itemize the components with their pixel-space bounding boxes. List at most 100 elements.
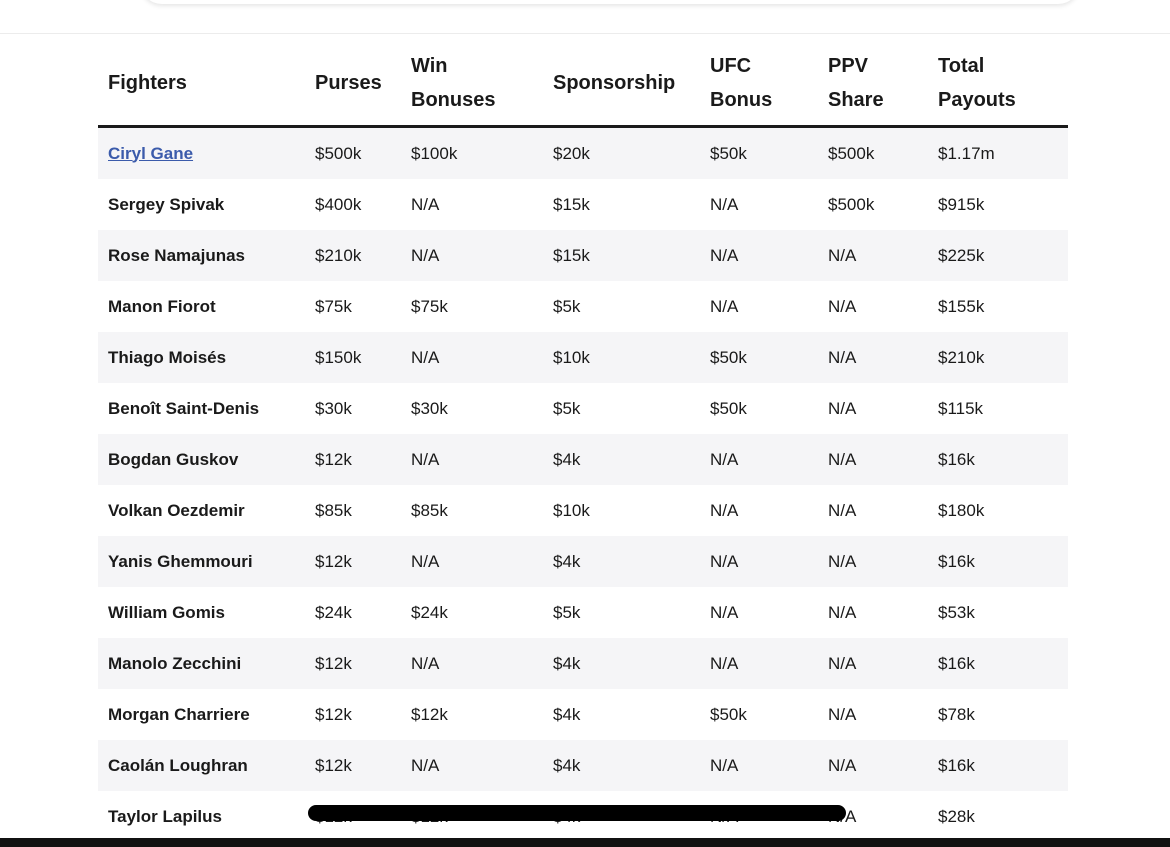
cell-sponsorship: $5k bbox=[543, 281, 700, 332]
cell-win-bonus: $85k bbox=[401, 485, 543, 536]
table-row: Thiago Moisés $150k N/A $10k $50k N/A $210k bbox=[98, 332, 1068, 383]
cell-ufc-bonus: N/A bbox=[700, 740, 818, 791]
cell-fighter: Manon Fiorot bbox=[98, 281, 305, 332]
cell-ppv-share: N/A bbox=[818, 332, 928, 383]
cell-ppv-share: N/A bbox=[818, 740, 928, 791]
header-purses: Purses bbox=[305, 40, 401, 128]
cell-win-bonus: $12k bbox=[401, 689, 543, 740]
cell-sponsorship: $10k bbox=[543, 485, 700, 536]
header-ppv-share-line2: Share bbox=[828, 88, 884, 111]
cell-purse: $24k bbox=[305, 587, 401, 638]
header-ppv-share-line1: PPV bbox=[828, 54, 869, 77]
cell-total-payout: $53k bbox=[928, 587, 1068, 638]
cell-total-payout: $1.17m bbox=[928, 126, 1068, 179]
cell-sponsorship: $10k bbox=[543, 332, 700, 383]
fighter-link[interactable]: Ciryl Gane bbox=[108, 143, 194, 163]
cell-ufc-bonus: N/A bbox=[700, 230, 818, 281]
header-win-bonuses-line1: Win bbox=[411, 54, 448, 77]
cell-win-bonus: $30k bbox=[401, 383, 543, 434]
cell-sponsorship: $4k bbox=[543, 638, 700, 689]
table-row: Sergey Spivak $400k N/A $15k N/A $500k $915k bbox=[98, 179, 1068, 230]
table-row: Volkan Oezdemir $85k $85k $10k N/A N/A $180k bbox=[98, 485, 1068, 536]
cell-purse: $12k bbox=[305, 740, 401, 791]
cell-fighter: Thiago Moisés bbox=[98, 332, 305, 383]
cell-total-payout: $115k bbox=[928, 383, 1068, 434]
table-row: Bogdan Guskov $12k N/A $4k N/A N/A $16k bbox=[98, 434, 1068, 485]
cell-total-payout: $16k bbox=[928, 434, 1068, 485]
table-row: Caolán Loughran $12k N/A $4k N/A N/A $16k bbox=[98, 740, 1068, 791]
table-row: Benoît Saint-Denis $30k $30k $5k $50k N/A $115… bbox=[98, 383, 1068, 434]
cell-win-bonus: $75k bbox=[401, 281, 543, 332]
table-row: Morgan Charriere $12k $12k $4k $50k N/A $78k bbox=[98, 689, 1068, 740]
cell-purse: $85k bbox=[305, 485, 401, 536]
table-row: Yanis Ghemmouri $12k N/A $4k N/A N/A $16k bbox=[98, 536, 1068, 587]
table-row: Rose Namajunas $210k N/A $15k N/A N/A $225k bbox=[98, 230, 1068, 281]
cell-ppv-share: $500k bbox=[818, 126, 928, 179]
redaction-mark bbox=[308, 805, 846, 821]
cell-sponsorship: $4k bbox=[543, 689, 700, 740]
header-ppv-share: PPV Share bbox=[818, 40, 928, 128]
cell-total-payout: $28k bbox=[928, 791, 1068, 842]
header-win-bonuses-line2: Bonuses bbox=[411, 88, 496, 111]
cell-win-bonus: N/A bbox=[401, 230, 543, 281]
search-bar-edge[interactable] bbox=[140, 0, 1080, 4]
table-row: Manolo Zecchini $12k N/A $4k N/A N/A $16k bbox=[98, 638, 1068, 689]
cell-purse: $500k bbox=[305, 126, 401, 179]
cell-fighter: Yanis Ghemmouri bbox=[98, 536, 305, 587]
cell-fighter: Sergey Spivak bbox=[98, 179, 305, 230]
cell-fighter: Caolán Loughran bbox=[98, 740, 305, 791]
table-row: William Gomis $24k $24k $5k N/A N/A $53k bbox=[98, 587, 1068, 638]
cell-purse: $12k bbox=[305, 536, 401, 587]
cell-total-payout: $210k bbox=[928, 332, 1068, 383]
table-row: Manon Fiorot $75k $75k $5k N/A N/A $155k bbox=[98, 281, 1068, 332]
cell-total-payout: $16k bbox=[928, 638, 1068, 689]
cell-ufc-bonus: $50k bbox=[700, 689, 818, 740]
cell-total-payout: $16k bbox=[928, 740, 1068, 791]
cell-sponsorship: $15k bbox=[543, 230, 700, 281]
cell-ppv-share: N/A bbox=[818, 281, 928, 332]
header-sponsorship-label: Sponsorship bbox=[553, 71, 676, 94]
cell-ufc-bonus: $50k bbox=[700, 332, 818, 383]
header-fighters-label: Fighters bbox=[108, 71, 187, 94]
cell-sponsorship: $15k bbox=[543, 179, 700, 230]
cell-win-bonus: N/A bbox=[401, 332, 543, 383]
cell-sponsorship: $5k bbox=[543, 587, 700, 638]
cell-sponsorship: $4k bbox=[543, 434, 700, 485]
table-body: Ciryl Gane $500k $100k $20k $50k $500k $1.17m S… bbox=[98, 126, 1068, 842]
cell-sponsorship: $4k bbox=[543, 536, 700, 587]
cell-ufc-bonus: N/A bbox=[700, 179, 818, 230]
header-ufc-bonus: UFC Bonus bbox=[700, 40, 818, 128]
cell-ppv-share: $500k bbox=[818, 179, 928, 230]
cell-ppv-share: N/A bbox=[818, 587, 928, 638]
fighter-payouts-table-container: Fighters Purses Win Bonuses Sponsorship U… bbox=[98, 40, 1068, 842]
cell-purse: $400k bbox=[305, 179, 401, 230]
table-header-row: Fighters Purses Win Bonuses Sponsorship U… bbox=[98, 40, 1068, 128]
cell-ppv-share: N/A bbox=[818, 434, 928, 485]
header-total-payouts-line2: Payouts bbox=[938, 88, 1016, 111]
cell-win-bonus: N/A bbox=[401, 536, 543, 587]
cell-total-payout: $180k bbox=[928, 485, 1068, 536]
cell-fighter: Ciryl Gane bbox=[98, 126, 305, 179]
cell-fighter: William Gomis bbox=[98, 587, 305, 638]
cell-purse: $150k bbox=[305, 332, 401, 383]
cell-ppv-share: N/A bbox=[818, 536, 928, 587]
divider bbox=[0, 33, 1170, 34]
cell-purse: $12k bbox=[305, 638, 401, 689]
cell-ufc-bonus: $50k bbox=[700, 383, 818, 434]
cell-fighter: Benoît Saint-Denis bbox=[98, 383, 305, 434]
cell-win-bonus: $100k bbox=[401, 126, 543, 179]
cell-sponsorship: $20k bbox=[543, 126, 700, 179]
cell-win-bonus: $24k bbox=[401, 587, 543, 638]
cell-fighter: Volkan Oezdemir bbox=[98, 485, 305, 536]
cell-fighter: Taylor Lapilus bbox=[98, 791, 305, 842]
cell-ufc-bonus: N/A bbox=[700, 536, 818, 587]
cell-ufc-bonus: N/A bbox=[700, 638, 818, 689]
cell-win-bonus: N/A bbox=[401, 740, 543, 791]
cell-fighter: Rose Namajunas bbox=[98, 230, 305, 281]
cell-purse: $12k bbox=[305, 689, 401, 740]
cell-total-payout: $225k bbox=[928, 230, 1068, 281]
cell-ufc-bonus: N/A bbox=[700, 281, 818, 332]
cell-fighter: Morgan Charriere bbox=[98, 689, 305, 740]
cell-ufc-bonus: N/A bbox=[700, 587, 818, 638]
